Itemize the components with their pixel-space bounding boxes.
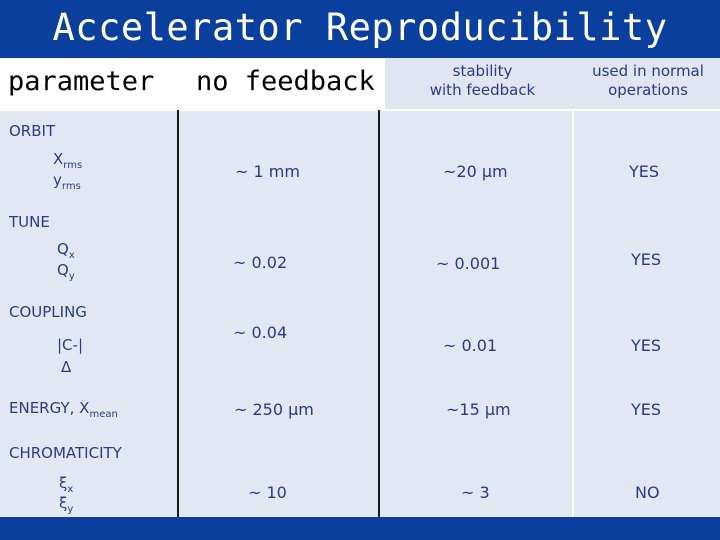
param-yrms: yrms: [53, 171, 81, 192]
param-qx: Qx: [57, 240, 75, 261]
orbit-used: YES: [629, 162, 660, 181]
param-xi-x: ξx: [59, 474, 74, 495]
tune-with-feedback: ~ 0.001: [436, 254, 501, 273]
chromaticity-no-feedback: ~ 10: [248, 483, 287, 502]
slide-title: Accelerator Reproducibility: [52, 6, 668, 49]
energy-used: YES: [631, 400, 662, 419]
param-qy: Qy: [57, 261, 75, 282]
header-used: used in normal operations: [577, 62, 719, 100]
header-stability: stability with feedback: [410, 62, 555, 100]
tune-used: YES: [631, 250, 662, 269]
column-divider-2: [378, 110, 380, 517]
section-coupling: COUPLING: [9, 303, 87, 321]
header-divider: [0, 109, 720, 111]
section-chromaticity: CHROMATICITY: [9, 444, 122, 462]
header-stability-line1: stability: [452, 62, 513, 80]
coupling-with-feedback: ~ 0.01: [443, 336, 498, 355]
coupling-used: YES: [631, 336, 662, 355]
column-divider-3: [572, 110, 574, 517]
header-used-line2: operations: [608, 81, 688, 99]
header-parameter: parameter: [8, 66, 155, 97]
section-orbit: ORBIT: [9, 122, 56, 140]
energy-with-feedback: ~15 µm: [446, 400, 511, 419]
chromaticity-used: NO: [635, 483, 660, 502]
coupling-no-feedback: ~ 0.04: [233, 323, 288, 342]
param-xi-y: ξy: [59, 494, 74, 515]
header-stability-line2: with feedback: [429, 81, 536, 99]
param-xrms: Xrms: [53, 150, 83, 171]
table-body: [0, 110, 720, 517]
section-energy: ENERGY, Xmean: [9, 399, 118, 420]
column-divider-1: [177, 110, 179, 517]
energy-no-feedback: ~ 250 µm: [234, 400, 314, 419]
header-no-feedback: no feedback: [196, 66, 375, 97]
header-white-area: [0, 58, 385, 110]
header-used-line1: used in normal: [592, 62, 704, 80]
footer-bar: [0, 517, 720, 540]
orbit-no-feedback: ~ 1 mm: [235, 162, 300, 181]
tune-no-feedback: ~ 0.02: [233, 253, 288, 272]
chromaticity-with-feedback: ~ 3: [461, 483, 490, 502]
param-delta: Δ: [61, 358, 72, 376]
orbit-with-feedback: ~20 µm: [443, 162, 508, 181]
param-c-minus: |C-|: [57, 336, 83, 354]
section-tune: TUNE: [9, 213, 50, 231]
title-bar: [0, 0, 720, 58]
